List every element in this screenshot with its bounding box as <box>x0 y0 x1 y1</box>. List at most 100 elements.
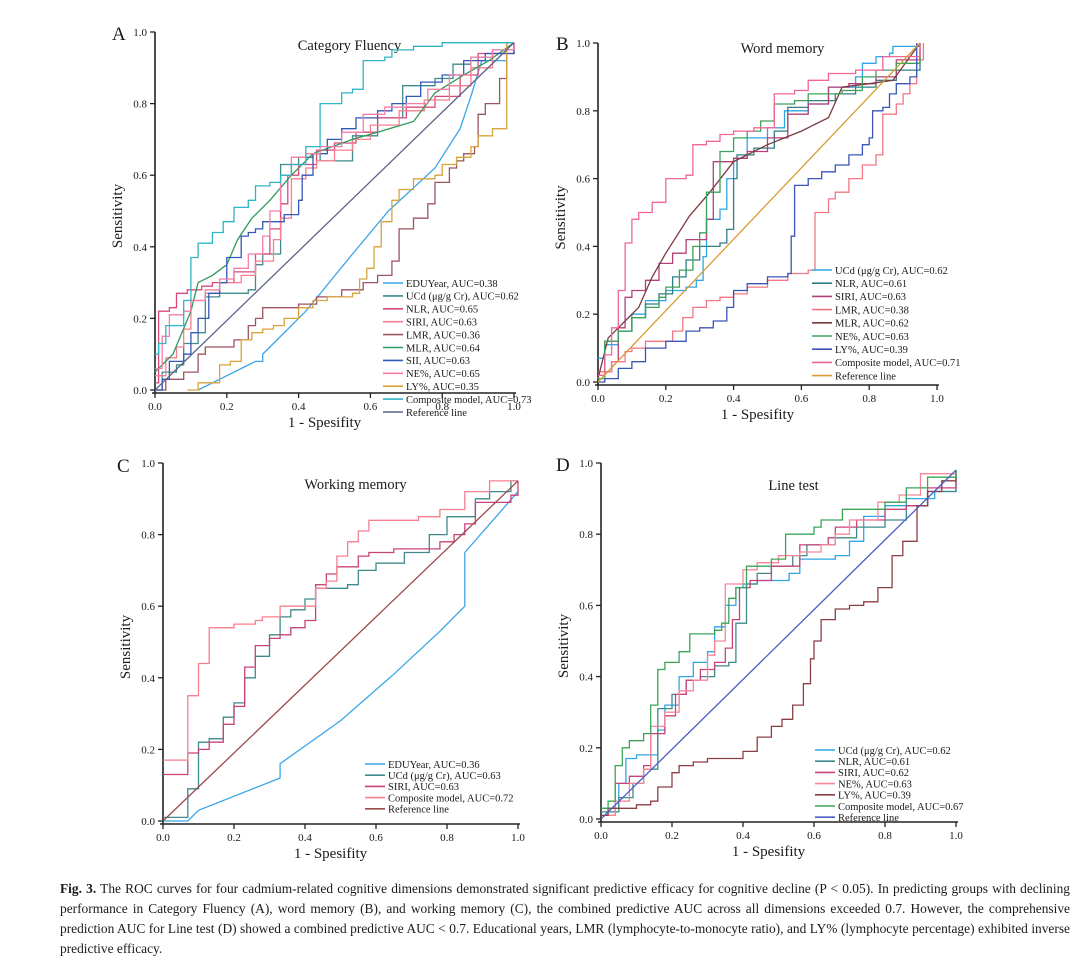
roc-curve-nlr <box>155 42 515 384</box>
panel-letter: A <box>112 24 126 45</box>
y-tick-label: 0.4 <box>141 673 155 685</box>
legend-label: UCd (μg/g Cr), AUC=0.62 <box>835 266 948 277</box>
panel-letter: D <box>556 455 570 476</box>
x-tick-label: 1.0 <box>949 830 963 842</box>
x-tick-label: 0.4 <box>727 393 741 405</box>
roc-curve-siri <box>155 42 515 377</box>
legend-label: Composite model, AUC=0.72 <box>388 793 514 804</box>
panel-letter: B <box>556 34 569 55</box>
y-tick-label: 1.0 <box>141 458 155 470</box>
legend-label: LMR, AUC=0.38 <box>835 305 909 316</box>
y-tick-label: 1.0 <box>579 458 593 470</box>
legend: EDUYear, AUC=0.38 UCd (μg/g Cr), AUC=0.62… <box>383 279 532 419</box>
roc-curve-composite-model <box>598 43 921 376</box>
roc-curve-eduyear <box>163 491 519 822</box>
x-tick-label: 0.2 <box>227 832 241 844</box>
legend-label: LMR, AUC=0.36 <box>406 330 480 341</box>
panel-letter: C <box>117 456 130 477</box>
legend-label: Composite model, AUC=0.67 <box>838 802 964 813</box>
legend-label: EDUYear, AUC=0.38 <box>406 279 498 290</box>
legend-label: NE%, AUC=0.65 <box>406 369 480 380</box>
x-tick-label: 0.4 <box>292 401 306 413</box>
legend-label: Composite model, AUC=0.73 <box>406 395 532 406</box>
roc-curve-reference-line <box>600 469 957 820</box>
y-tick-label: 0.0 <box>141 816 155 828</box>
x-tick-label: 1.0 <box>507 401 521 413</box>
y-tick-label: 0.6 <box>579 600 593 612</box>
roc-curve-nlr <box>601 470 957 813</box>
x-tick-label: 0.6 <box>807 830 821 842</box>
x-tick-label: 0.6 <box>364 401 378 413</box>
x-tick-label: 0.6 <box>369 832 383 844</box>
x-axis-label: 1 - Spesifity <box>732 844 806 860</box>
roc-curve-mlr <box>597 42 921 379</box>
legend-label: SIRI, AUC=0.63 <box>835 292 906 303</box>
legend-label: SIRI, AUC=0.63 <box>406 318 477 329</box>
legend-label: LY%, AUC=0.39 <box>835 345 908 356</box>
caption-label: Fig. 3. <box>60 881 97 896</box>
roc-curve-sii <box>155 42 515 391</box>
x-tick-label: 0.4 <box>298 832 312 844</box>
y-tick-label: 0.8 <box>579 529 593 541</box>
roc-curve-ly <box>187 42 508 391</box>
roc-curve-reference-line <box>154 42 515 391</box>
x-tick-label: 1.0 <box>511 832 525 844</box>
x-tick-label: 0.8 <box>440 832 454 844</box>
y-axis-label: Sensitivity <box>118 614 134 679</box>
legend-label: LY%, AUC=0.39 <box>838 791 911 802</box>
y-tick-label: 0.8 <box>133 99 147 111</box>
legend-label: UCd (μg/g Cr), AUC=0.63 <box>388 771 501 782</box>
legend-label: Reference line <box>835 371 896 382</box>
chart-title: Working memory <box>304 477 407 493</box>
legend-label: UCd (μg/g Cr), AUC=0.62 <box>838 746 951 757</box>
figure-caption: Fig. 3. The ROC curves for four cadmium-… <box>60 879 1070 959</box>
y-tick-label: 0.2 <box>576 309 590 321</box>
y-tick-label: 0.6 <box>133 170 147 182</box>
legend-label: MLR, AUC=0.64 <box>406 343 481 354</box>
legend-label: SIRI, AUC=0.62 <box>838 768 909 779</box>
y-axis-label: Sensitivity <box>553 185 569 250</box>
x-tick-label: 0.8 <box>878 830 892 842</box>
legend-label: SIRI, AUC=0.63 <box>388 782 459 793</box>
roc-curve-reference-line <box>162 480 519 822</box>
roc-curve-reference-line <box>597 42 921 383</box>
roc-curve-ne <box>601 470 957 817</box>
legend-label: NE%, AUC=0.63 <box>835 332 909 343</box>
x-axis-label: 1 - Spesifity <box>294 846 368 862</box>
y-tick-label: 0.8 <box>576 106 590 118</box>
y-axis-label: Sensitivity <box>556 613 572 678</box>
x-tick-label: 0.0 <box>156 832 170 844</box>
panel-a: A 0.0 0.2 0.4 0.6 0.8 1.0 0.0 0.2 0.4 0.6 0.8 1.0 1 -… <box>110 24 532 431</box>
legend-label: NLR, AUC=0.61 <box>835 279 907 290</box>
legend-label: UCd (μg/g Cr), AUC=0.62 <box>406 292 519 303</box>
x-tick-label: 0.4 <box>736 830 750 842</box>
roc-curve-ne <box>598 43 921 380</box>
chart-title: Line test <box>768 478 818 494</box>
y-tick-label: 0.4 <box>576 241 590 253</box>
legend-label: NE%, AUC=0.63 <box>838 779 912 790</box>
x-tick-label: 0.0 <box>591 393 605 405</box>
x-tick-label: 0.2 <box>665 830 679 842</box>
y-tick-label: 0.0 <box>133 385 147 397</box>
roc-curve-ly <box>601 470 957 817</box>
x-tick-label: 0.8 <box>862 393 876 405</box>
y-tick-label: 0.0 <box>576 377 590 389</box>
x-tick-label: 0.8 <box>435 401 449 413</box>
x-tick-label: 0.6 <box>795 393 809 405</box>
y-tick-label: 0.6 <box>576 174 590 186</box>
x-tick-label: 0.2 <box>659 393 673 405</box>
x-tick-label: 0.0 <box>594 830 608 842</box>
roc-curve-composite-model <box>155 42 514 355</box>
y-tick-label: 0.8 <box>141 530 155 542</box>
x-tick-label: 0.0 <box>148 401 162 413</box>
y-tick-label: 0.4 <box>579 672 593 684</box>
legend-label: Composite model, AUC=0.71 <box>835 358 961 369</box>
legend: UCd (μg/g Cr), AUC=0.62 NLR, AUC=0.61 SIRI… <box>812 266 961 382</box>
legend-label: LY%, AUC=0.35 <box>406 382 479 393</box>
roc-curve-ly <box>598 43 918 383</box>
panel-d: D 0.0 0.2 0.4 0.6 0.8 1.0 0.0 0.2 0.4 0.6 0.8 1.0 1 -… <box>556 455 964 860</box>
x-axis-label: 1 - Spesifity <box>288 415 362 431</box>
chart-title: Category Fluency <box>298 38 402 54</box>
